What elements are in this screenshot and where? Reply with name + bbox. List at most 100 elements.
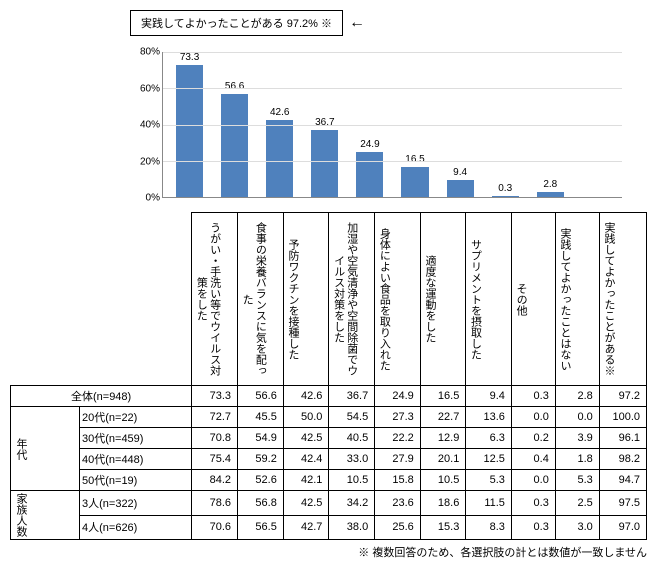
bar-value-label: 36.7: [315, 117, 334, 128]
callout-row: 実践してよかったことがある 97.2% ※ ←: [10, 10, 647, 36]
cell: 0.3: [511, 386, 555, 407]
cell: 0.3: [511, 515, 555, 540]
table-row: 50代(n=19)84.252.642.110.515.810.55.30.05…: [11, 470, 647, 491]
cell: 42.4: [283, 449, 329, 470]
cell: 42.7: [283, 515, 329, 540]
y-tick: 80%: [140, 47, 160, 58]
bar-value-label: 9.4: [453, 167, 467, 178]
cell: 56.6: [238, 386, 284, 407]
cell: 50.0: [283, 407, 329, 428]
cell: 27.9: [375, 449, 421, 470]
bar: [176, 65, 203, 197]
column-header: サプリメントを摂取した: [468, 215, 481, 383]
cell: 56.5: [238, 515, 284, 540]
bar-value-label: 73.3: [180, 52, 199, 63]
cell: 0.2: [511, 428, 555, 449]
cell: 9.4: [466, 386, 512, 407]
cell: 97.2: [599, 386, 646, 407]
cell: 84.2: [192, 470, 238, 491]
bar-value-label: 42.6: [270, 107, 289, 118]
table-row: 30代(n=459)70.854.942.540.522.212.96.30.2…: [11, 428, 647, 449]
bar: [447, 180, 474, 197]
cell: 38.0: [329, 515, 375, 540]
cell: 2.5: [555, 491, 599, 516]
y-tick: 0%: [146, 193, 160, 204]
cell: 18.6: [420, 491, 466, 516]
row-label: 50代(n=19): [80, 470, 192, 491]
cell: 42.6: [283, 386, 329, 407]
bar-value-label: 16.5: [405, 154, 424, 165]
column-header: 適度な運動をした: [423, 215, 436, 383]
cell: 10.5: [329, 470, 375, 491]
cell: 0.0: [511, 470, 555, 491]
cell: 0.4: [511, 449, 555, 470]
cell: 6.3: [466, 428, 512, 449]
cell: 100.0: [599, 407, 646, 428]
footnote: ※ 複数回答のため、各選択肢の計とは数値が一致しません: [10, 544, 647, 560]
bar-value-label: 56.6: [225, 81, 244, 92]
row-label: 20代(n=22): [80, 407, 192, 428]
cell: 8.3: [466, 515, 512, 540]
cell: 25.6: [375, 515, 421, 540]
row-label: 40代(n=448): [80, 449, 192, 470]
table-row: 全体(n=948)73.356.642.636.724.916.59.40.32…: [11, 386, 647, 407]
table-row: 4人(n=626)70.656.542.738.025.615.38.30.33…: [11, 515, 647, 540]
cell: 56.8: [238, 491, 284, 516]
column-header: その他: [514, 215, 527, 383]
column-header: うがい・手洗い等でウイルス対策をした: [194, 215, 220, 383]
table-row: 家族人数3人(n=322)78.656.842.534.223.618.611.…: [11, 491, 647, 516]
cell: 94.7: [599, 470, 646, 491]
cell: 52.6: [238, 470, 284, 491]
cell: 0.3: [511, 491, 555, 516]
y-tick: 60%: [140, 83, 160, 94]
cell: 2.8: [555, 386, 599, 407]
bar: [221, 94, 248, 197]
cell: 34.2: [329, 491, 375, 516]
cell: 59.2: [238, 449, 284, 470]
cell: 98.2: [599, 449, 646, 470]
row-label: 30代(n=459): [80, 428, 192, 449]
cell: 97.5: [599, 491, 646, 516]
bar-value-label: 24.9: [360, 139, 379, 150]
cell: 54.9: [238, 428, 284, 449]
cell: 23.6: [375, 491, 421, 516]
cell: 3.9: [555, 428, 599, 449]
column-header: 実践してよかったことはない: [558, 215, 571, 383]
cell: 36.7: [329, 386, 375, 407]
row-group-label: 年代: [13, 438, 29, 460]
cell: 73.3: [192, 386, 238, 407]
bar-value-label: 0.3: [498, 183, 512, 194]
cell: 11.5: [466, 491, 512, 516]
cell: 42.1: [283, 470, 329, 491]
column-header: 身体によい食品を取り入れた: [377, 215, 390, 383]
y-tick: 20%: [140, 156, 160, 167]
data-table: うがい・手洗い等でウイルス対策をした食事の栄養バランスに気を配った 予防ワクチンを…: [10, 212, 647, 540]
cell: 72.7: [192, 407, 238, 428]
cell: 70.8: [192, 428, 238, 449]
column-header: 予防ワクチンを接種した: [286, 215, 299, 383]
cell: 5.3: [555, 470, 599, 491]
cell: 22.2: [375, 428, 421, 449]
cell: 78.6: [192, 491, 238, 516]
column-header: 食事の栄養バランスに気を配った: [240, 215, 266, 383]
row-label: 4人(n=626): [80, 515, 192, 540]
cell: 20.1: [420, 449, 466, 470]
bar: [537, 192, 564, 197]
bar-chart: 0%20%40%60%80% 73.356.642.636.724.916.59…: [162, 52, 622, 212]
cell: 12.9: [420, 428, 466, 449]
cell: 15.8: [375, 470, 421, 491]
bar-value-label: 2.8: [543, 179, 557, 190]
arrow-left-icon: ←: [349, 14, 365, 32]
callout-box: 実践してよかったことがある 97.2% ※: [130, 10, 343, 36]
cell: 22.7: [420, 407, 466, 428]
cell: 13.6: [466, 407, 512, 428]
cell: 75.4: [192, 449, 238, 470]
bar: [401, 167, 428, 197]
brace-icon: ﹋: [170, 40, 657, 45]
cell: 40.5: [329, 428, 375, 449]
bar: [266, 120, 293, 197]
bar: [311, 130, 338, 197]
table-row: 年代20代(n=22)72.745.550.054.527.322.713.60…: [11, 407, 647, 428]
column-header: 加湿や空気清浄や空間除菌でウイルス対策をした: [331, 215, 357, 383]
cell: 15.3: [420, 515, 466, 540]
